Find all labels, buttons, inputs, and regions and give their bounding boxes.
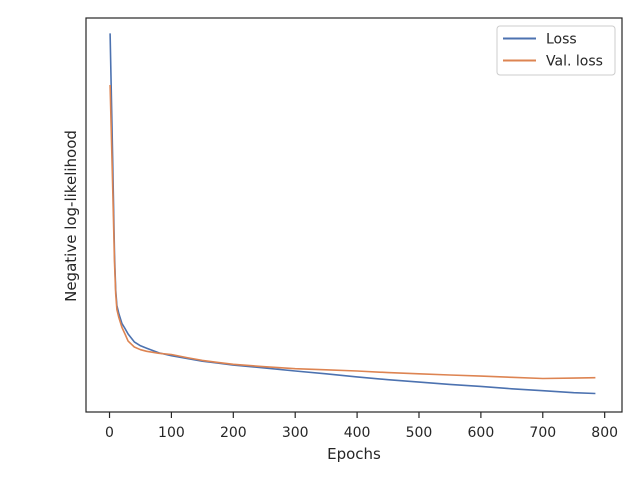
x-tick-label: 0 bbox=[105, 425, 114, 441]
plot-frame bbox=[85, 17, 623, 413]
x-tick-label: 100 bbox=[158, 425, 185, 441]
x-tick-label: 800 bbox=[591, 425, 618, 441]
x-tick-label: 500 bbox=[406, 425, 433, 441]
x-tick-label: 300 bbox=[282, 425, 309, 441]
x-axis: 0 100 200 300 400 500 600 700 800 bbox=[105, 412, 618, 441]
legend-label-loss: Loss bbox=[546, 32, 577, 48]
x-tick-label: 700 bbox=[529, 425, 556, 441]
x-tick-label: 200 bbox=[220, 425, 247, 441]
series-line-loss bbox=[109, 33, 596, 395]
legend-label-val-loss: Val. loss bbox=[546, 54, 603, 70]
legend: Loss Val. loss bbox=[496, 25, 616, 76]
x-tick-label: 600 bbox=[468, 425, 495, 441]
y-axis-label: Negative log-likelihood bbox=[62, 130, 80, 302]
x-axis-label: Epochs bbox=[327, 445, 381, 463]
series-layer bbox=[109, 33, 596, 395]
series-line-val-loss bbox=[109, 84, 596, 380]
x-tick-label: 400 bbox=[344, 425, 371, 441]
